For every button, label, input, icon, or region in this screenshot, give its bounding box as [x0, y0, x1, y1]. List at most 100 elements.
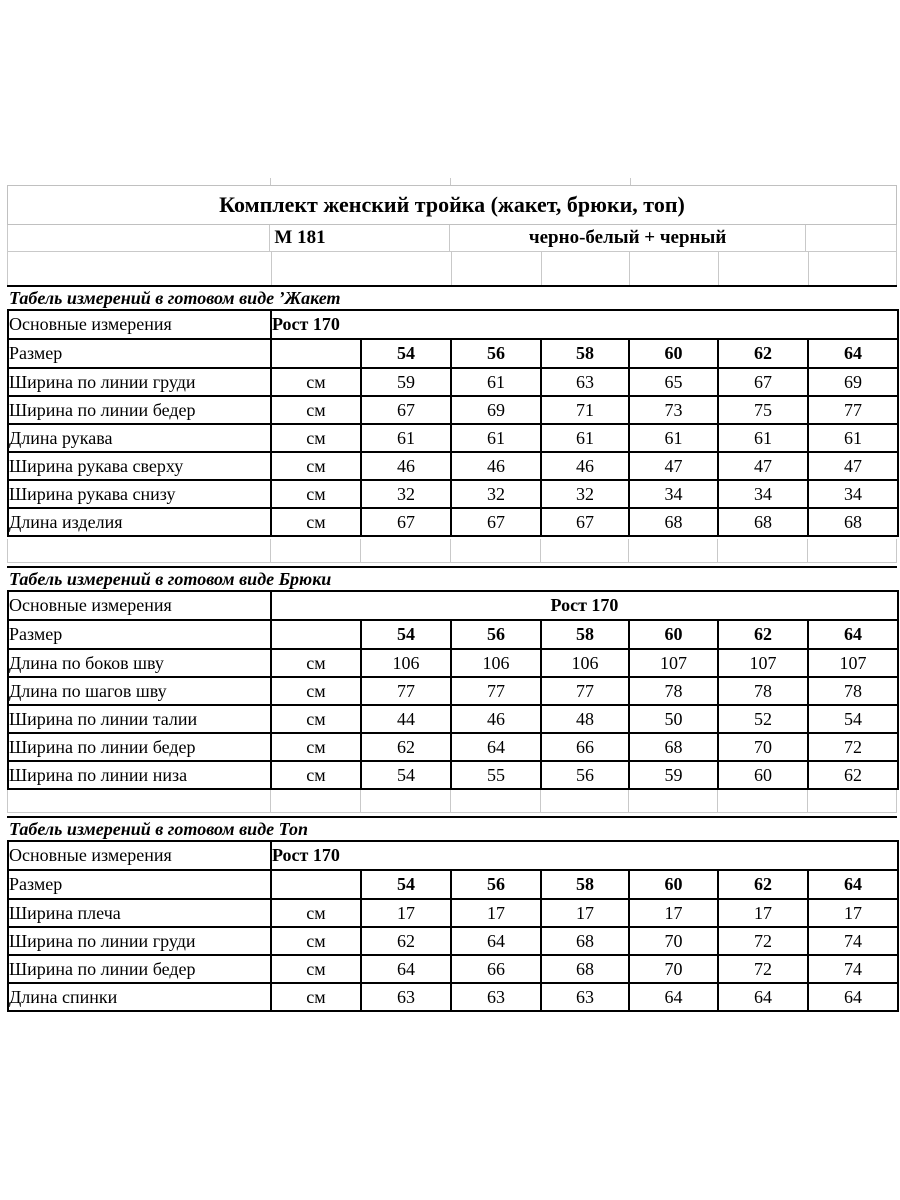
size-row-label: Размер [7, 619, 272, 650]
table-body: Основные измерения Рост 170 Размер 54 56 58 60… [7, 590, 899, 790]
value-cell: 46 [360, 451, 452, 481]
measurement-table: Основные измерения Рост 170 Размер 54 56 58 60… [7, 309, 899, 537]
gridline [717, 790, 718, 812]
value-cell: 64 [717, 982, 809, 1012]
base-measure-row: Основные измерения Рост 170 [7, 309, 899, 340]
size-header: 62 [717, 869, 809, 900]
measurement-section: Табель измерений в готовом виде Брюки Осн… [7, 566, 899, 790]
size-header-row: Размер 54 56 58 60 62 64 [7, 619, 899, 650]
table-row: Ширина по линии бедер см 62 64 66 68 70 72 [7, 732, 899, 762]
value-cell: 34 [807, 479, 899, 509]
value-cell: 71 [540, 395, 630, 425]
row-label: Ширина по линии груди [7, 367, 272, 397]
value-cell: 61 [360, 423, 452, 453]
unit-cell: см [270, 479, 362, 509]
empty-cell [806, 225, 896, 251]
gridline [270, 178, 271, 185]
gridline [270, 790, 271, 812]
section-title-text: Табель измерений в готовом виде Брюки [9, 568, 332, 589]
table-row: Ширина по линии груди см 62 64 68 70 72 74 [7, 926, 899, 956]
value-cell: 68 [628, 732, 719, 762]
value-cell: 63 [360, 982, 452, 1012]
model-code: М 181 [274, 227, 326, 248]
value-cell: 55 [450, 760, 542, 790]
value-cell: 67 [717, 367, 809, 397]
unit-cell: см [270, 898, 362, 928]
table-row: Ширина рукава снизу см 32 32 32 34 34 34 [7, 479, 899, 509]
value-cell: 32 [360, 479, 452, 509]
height-label: Рост 170 [270, 309, 899, 340]
row-label: Длина по шагов шву [7, 676, 272, 706]
value-cell: 106 [540, 648, 630, 678]
value-cell: 34 [628, 479, 719, 509]
empty-cell [270, 619, 362, 650]
value-cell: 69 [807, 367, 899, 397]
unit-cell: см [270, 760, 362, 790]
unit-cell: см [270, 732, 362, 762]
size-header: 56 [450, 869, 542, 900]
section-title-text: Табель измерений в готовом виде Топ [9, 818, 308, 839]
value-cell: 74 [807, 954, 899, 984]
base-measure-row: Основные измерения Рост 170 [7, 840, 899, 871]
value-cell: 32 [450, 479, 542, 509]
empty-cell [270, 338, 362, 369]
size-header: 54 [360, 869, 452, 900]
gridline [808, 252, 809, 285]
size-header: 60 [628, 869, 719, 900]
size-header: 60 [628, 619, 719, 650]
value-cell: 77 [540, 676, 630, 706]
value-cell: 75 [717, 395, 809, 425]
measurement-table: Основные измерения Рост 170 Размер 54 56 58 60… [7, 840, 899, 1012]
empty-cell [270, 869, 362, 900]
table-row: Ширина по линии груди см 59 61 63 65 67 69 [7, 367, 899, 397]
value-cell: 47 [628, 451, 719, 481]
value-cell: 44 [360, 704, 452, 734]
model-cell: М 181 [270, 225, 451, 251]
row-label: Длина по боков шву [7, 648, 272, 678]
size-header: 62 [717, 338, 809, 369]
measurement-section: Табель измерений в готовом виде Топ Основ… [7, 816, 899, 1012]
row-label: Длина спинки [7, 982, 272, 1012]
size-header: 56 [450, 338, 542, 369]
value-cell: 72 [717, 954, 809, 984]
size-header-row: Размер 54 56 58 60 62 64 [7, 338, 899, 369]
size-header: 62 [717, 619, 809, 650]
value-cell: 67 [360, 507, 452, 537]
value-cell: 17 [450, 898, 542, 928]
unit-cell: см [270, 367, 362, 397]
top-gridline-stubs [7, 178, 897, 185]
value-cell: 64 [360, 954, 452, 984]
gap-grid-row [7, 539, 897, 563]
gridline [271, 252, 272, 285]
value-cell: 62 [360, 732, 452, 762]
height-label: Рост 170 [270, 590, 899, 621]
value-cell: 69 [450, 395, 542, 425]
table-row: Ширина по линии бедер см 67 69 71 73 75 77 [7, 395, 899, 425]
measurement-section: Табель измерений в готовом виде ’Жакет Ос… [7, 285, 899, 537]
gridline [540, 790, 541, 812]
row-label: Ширина по линии бедер [7, 954, 272, 984]
value-cell: 66 [450, 954, 542, 984]
base-measure-label: Основные измерения [7, 309, 272, 340]
value-cell: 61 [540, 423, 630, 453]
value-cell: 17 [540, 898, 630, 928]
unit-cell: см [270, 704, 362, 734]
value-cell: 59 [628, 760, 719, 790]
value-cell: 77 [807, 395, 899, 425]
value-cell: 47 [807, 451, 899, 481]
row-label: Ширина по линии груди [7, 926, 272, 956]
value-cell: 52 [717, 704, 809, 734]
size-header: 64 [807, 869, 899, 900]
value-cell: 67 [450, 507, 542, 537]
value-cell: 64 [450, 732, 542, 762]
value-cell: 54 [807, 704, 899, 734]
colorway-cell: черно-белый + черный [450, 225, 807, 251]
unit-cell: см [270, 395, 362, 425]
value-cell: 61 [450, 423, 542, 453]
section-title-text: Табель измерений в готовом виде ’Жакет [9, 287, 341, 308]
colorway: черно-белый + черный [528, 227, 727, 248]
size-header: 64 [807, 619, 899, 650]
value-cell: 68 [807, 507, 899, 537]
value-cell: 68 [628, 507, 719, 537]
